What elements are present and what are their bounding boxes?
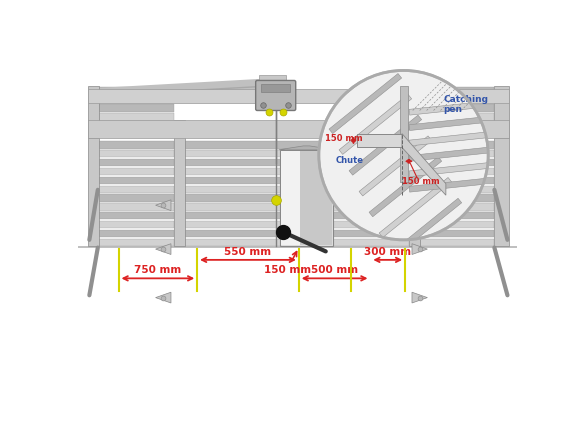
- Bar: [420, 114, 494, 121]
- Bar: [494, 87, 509, 139]
- Bar: [185, 230, 409, 237]
- Bar: [88, 121, 509, 139]
- Bar: [99, 142, 174, 149]
- Bar: [261, 85, 291, 93]
- Polygon shape: [412, 293, 427, 303]
- Bar: [185, 195, 409, 202]
- Bar: [99, 114, 174, 121]
- Bar: [185, 204, 409, 211]
- Polygon shape: [409, 148, 492, 162]
- Bar: [420, 239, 494, 247]
- Text: 150 mm: 150 mm: [325, 134, 362, 143]
- Bar: [174, 121, 185, 247]
- Bar: [420, 195, 494, 202]
- Bar: [185, 178, 409, 184]
- Bar: [420, 186, 494, 194]
- Bar: [420, 204, 494, 211]
- Text: 300 mm: 300 mm: [364, 246, 411, 256]
- Bar: [99, 195, 174, 202]
- Bar: [88, 90, 509, 104]
- Bar: [185, 168, 409, 176]
- Bar: [99, 178, 174, 184]
- FancyBboxPatch shape: [256, 81, 296, 111]
- Bar: [494, 121, 509, 247]
- Bar: [99, 204, 174, 211]
- Polygon shape: [409, 102, 492, 116]
- Text: Chute: Chute: [336, 156, 364, 165]
- Polygon shape: [155, 244, 171, 255]
- Bar: [420, 151, 494, 158]
- Polygon shape: [155, 293, 171, 303]
- Bar: [99, 151, 174, 158]
- Polygon shape: [357, 134, 402, 148]
- Text: 150 mm: 150 mm: [401, 177, 439, 186]
- Polygon shape: [379, 178, 452, 238]
- Polygon shape: [155, 201, 171, 211]
- Polygon shape: [409, 163, 492, 178]
- Bar: [420, 168, 494, 176]
- Polygon shape: [409, 117, 492, 131]
- Polygon shape: [389, 199, 462, 259]
- Bar: [281, 151, 301, 246]
- Bar: [99, 239, 174, 247]
- Bar: [99, 160, 174, 167]
- Text: Catching
pen: Catching pen: [444, 94, 488, 114]
- Bar: [185, 213, 409, 220]
- Bar: [420, 87, 494, 95]
- Bar: [420, 160, 494, 167]
- Bar: [78, 247, 517, 249]
- Bar: [185, 142, 409, 149]
- Bar: [99, 221, 174, 229]
- Bar: [420, 142, 494, 149]
- Polygon shape: [409, 132, 492, 147]
- Polygon shape: [339, 95, 412, 155]
- Text: 500 mm: 500 mm: [311, 264, 358, 274]
- Bar: [420, 230, 494, 237]
- Bar: [99, 186, 174, 194]
- Bar: [185, 239, 409, 247]
- Bar: [420, 178, 494, 184]
- Polygon shape: [402, 134, 446, 196]
- Bar: [185, 221, 409, 229]
- Polygon shape: [412, 201, 427, 211]
- Bar: [99, 87, 174, 95]
- Bar: [409, 121, 420, 247]
- Text: 750 mm: 750 mm: [134, 264, 182, 274]
- Bar: [88, 121, 99, 247]
- Bar: [259, 76, 286, 93]
- Bar: [300, 151, 332, 246]
- Bar: [280, 151, 333, 247]
- Polygon shape: [279, 147, 334, 151]
- Bar: [99, 213, 174, 220]
- Circle shape: [319, 71, 488, 240]
- Bar: [420, 221, 494, 229]
- Polygon shape: [412, 244, 427, 255]
- Polygon shape: [409, 178, 492, 193]
- Bar: [400, 87, 408, 183]
- Bar: [185, 151, 409, 158]
- Polygon shape: [359, 137, 432, 197]
- Bar: [99, 96, 174, 104]
- Polygon shape: [369, 158, 441, 217]
- Polygon shape: [349, 116, 422, 176]
- Bar: [99, 230, 174, 237]
- Bar: [99, 168, 174, 176]
- Bar: [185, 186, 409, 194]
- Bar: [99, 105, 174, 112]
- Bar: [88, 87, 99, 139]
- Bar: [420, 105, 494, 112]
- Text: 550 mm: 550 mm: [224, 246, 271, 256]
- Polygon shape: [329, 74, 401, 134]
- Bar: [420, 213, 494, 220]
- Text: 150 mm: 150 mm: [264, 252, 311, 275]
- Bar: [420, 96, 494, 104]
- Bar: [185, 160, 409, 167]
- Polygon shape: [319, 54, 392, 114]
